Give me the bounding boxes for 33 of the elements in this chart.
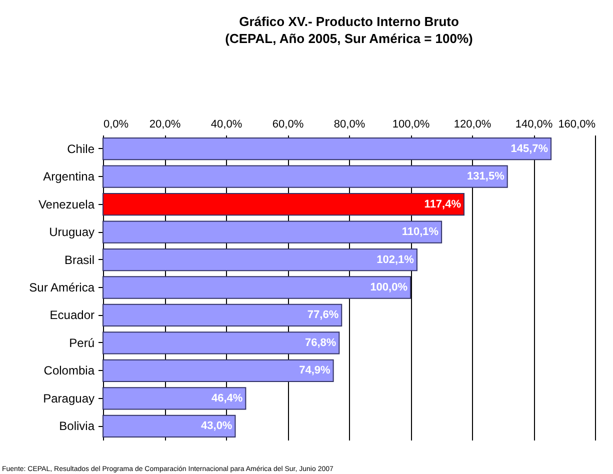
y-tick-label: Venezuela xyxy=(38,197,95,212)
chart-subtitle: (CEPAL, Año 2005, Sur América = 100%) xyxy=(225,31,473,46)
y-tick-label: Colombia xyxy=(44,364,95,378)
y-tick-label: Ecuador xyxy=(50,308,94,322)
x-tick-label: 140,0% xyxy=(515,118,553,130)
data-label: 131,5% xyxy=(467,170,505,183)
y-tick-label: Perú xyxy=(69,336,94,350)
x-tick-label: 20,0% xyxy=(149,118,181,130)
data-label: 100,0% xyxy=(370,282,408,294)
x-tick-label: 80,0% xyxy=(334,118,366,130)
x-tick-label: 120,0% xyxy=(454,118,492,130)
data-label: 110,1% xyxy=(402,226,439,238)
data-label: 102,1% xyxy=(376,254,414,266)
x-tick-label: 160,0% xyxy=(558,118,596,130)
x-tick-label: 40,0% xyxy=(210,118,242,130)
chart-title: Gráfico XV.- Producto Interno Bruto xyxy=(239,14,459,29)
y-tick-label: Chile xyxy=(67,142,95,156)
y-tick-label: Sur América xyxy=(29,280,95,294)
y-tick-label: Brasil xyxy=(64,252,94,267)
data-label: 117,4% xyxy=(424,198,462,210)
x-tick-label: 60,0% xyxy=(272,118,304,130)
data-label: 43,0% xyxy=(201,420,232,432)
data-label: 77,6% xyxy=(307,309,339,322)
data-label: 46,4% xyxy=(211,392,243,404)
data-label: 145,7% xyxy=(510,142,548,155)
y-tick-label: Argentina xyxy=(43,170,95,184)
x-tick-label: 100,0% xyxy=(392,118,430,130)
y-tick-label: Bolivia xyxy=(59,419,95,434)
data-label: 76,8% xyxy=(304,336,336,349)
y-tick-label: Paraguay xyxy=(43,391,94,406)
y-tick-label: Uruguay xyxy=(49,225,94,240)
data-label: 74,9% xyxy=(299,364,331,377)
x-tick-label: 0,0% xyxy=(104,118,129,130)
